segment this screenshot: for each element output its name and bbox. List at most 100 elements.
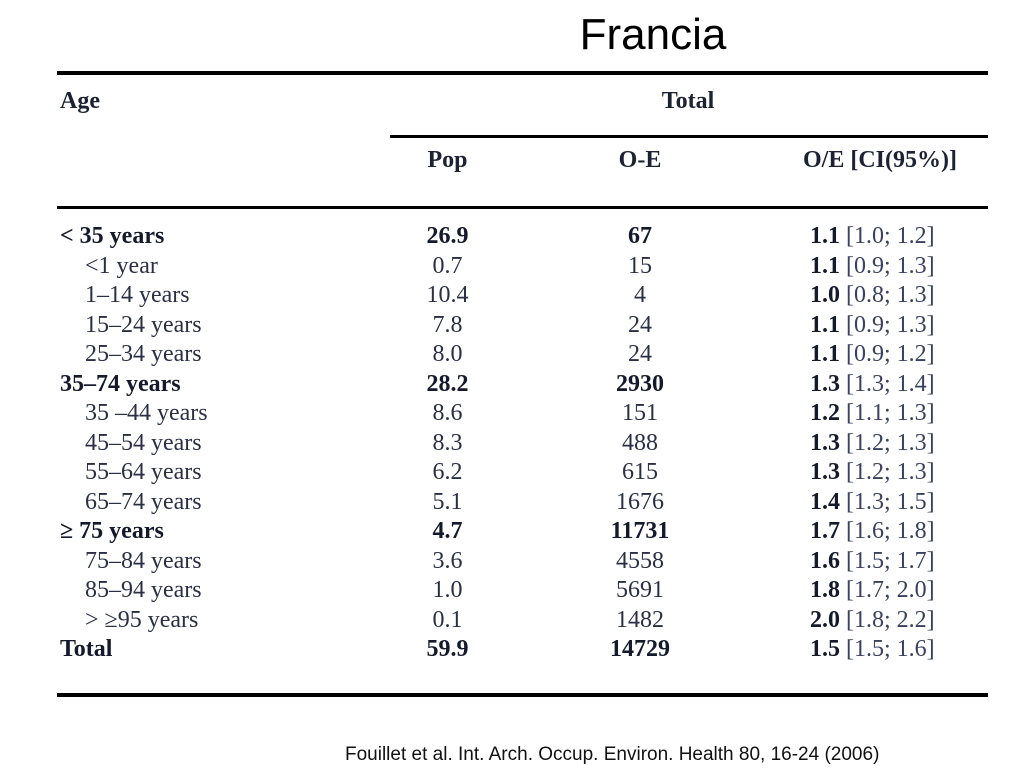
age-cell: 25–34 years bbox=[85, 341, 202, 367]
confidence-interval: [0.9; 1.3] bbox=[846, 252, 935, 279]
citation: Fouillet et al. Int. Arch. Occup. Enviro… bbox=[345, 744, 880, 765]
age-cell: <1 year bbox=[85, 252, 158, 279]
o-over-e-ratio: 1.0 bbox=[810, 282, 840, 308]
table-row: 75–84 years 3.6 4558 1.6 [1.5; 1.7] bbox=[57, 547, 988, 577]
header-o-over-e-ci: O/E [CI(95%)] bbox=[803, 147, 957, 173]
pop-cell: 59.9 bbox=[426, 636, 469, 662]
pop-cell: 6.2 bbox=[432, 459, 463, 485]
confidence-interval: [0.9; 1.3] bbox=[846, 311, 935, 338]
o-over-e-ratio: 1.8 bbox=[810, 577, 840, 603]
o-minus-e-cell: 1482 bbox=[616, 606, 664, 633]
o-over-e-ratio: 1.1 bbox=[810, 223, 840, 249]
confidence-interval: [1.3; 1.4] bbox=[846, 370, 935, 397]
pop-cell: 10.4 bbox=[426, 282, 469, 308]
o-minus-e-cell: 4558 bbox=[616, 547, 664, 574]
age-cell: 35 –44 years bbox=[85, 400, 208, 426]
confidence-interval: [1.1; 1.3] bbox=[846, 400, 935, 426]
confidence-interval: [1.5; 1.7] bbox=[846, 547, 935, 574]
o-minus-e-cell: 15 bbox=[628, 252, 652, 279]
o-over-e-ratio: 2.0 bbox=[810, 606, 840, 633]
age-cell: 45–54 years bbox=[85, 429, 202, 456]
o-over-e-ci-cell: 1.1 [0.9; 1.3] bbox=[810, 311, 935, 341]
o-over-e-ci-cell: 1.4 [1.3; 1.5] bbox=[810, 488, 935, 518]
o-over-e-ci-cell: 1.2 [1.1; 1.3] bbox=[810, 399, 935, 429]
o-minus-e-cell: 1676 bbox=[616, 488, 664, 515]
o-over-e-ratio: 1.6 bbox=[810, 547, 840, 574]
age-cell: ≥ 75 years bbox=[60, 518, 164, 544]
confidence-interval: [1.2; 1.3] bbox=[846, 429, 935, 456]
table-top-rule bbox=[57, 71, 988, 75]
o-over-e-ci-cell: 2.0 [1.8; 2.2] bbox=[810, 606, 935, 636]
pop-cell: 7.8 bbox=[432, 311, 463, 338]
o-minus-e-cell: 14729 bbox=[610, 636, 670, 662]
o-minus-e-cell: 24 bbox=[628, 311, 652, 338]
o-minus-e-cell: 2930 bbox=[616, 370, 664, 397]
table-row: 55–64 years 6.2 615 1.3 [1.2; 1.3] bbox=[57, 458, 988, 488]
table-row: 45–54 years 8.3 488 1.3 [1.2; 1.3] bbox=[57, 429, 988, 459]
age-cell: 85–94 years bbox=[85, 577, 202, 603]
o-over-e-ratio: 1.3 bbox=[810, 459, 840, 485]
o-over-e-ratio: 1.1 bbox=[810, 341, 840, 367]
age-cell: 55–64 years bbox=[85, 459, 202, 485]
table-row: < 35 years 26.9 67 1.1 [1.0; 1.2] bbox=[57, 222, 988, 252]
header-pop: Pop bbox=[427, 147, 468, 173]
pop-cell: 8.3 bbox=[432, 429, 463, 456]
confidence-interval: [0.9; 1.2] bbox=[846, 341, 935, 367]
o-over-e-ci-cell: 1.3 [1.2; 1.3] bbox=[810, 458, 935, 488]
header-o-minus-e: O-E bbox=[618, 147, 662, 173]
o-over-e-ratio: 1.5 bbox=[810, 636, 840, 662]
o-over-e-ratio: 1.7 bbox=[810, 518, 840, 544]
table-row: 15–24 years 7.8 24 1.1 [0.9; 1.3] bbox=[57, 311, 988, 341]
table-row: 85–94 years 1.0 5691 1.8 [1.7; 2.0] bbox=[57, 576, 988, 606]
table-row: 25–34 years 8.0 24 1.1 [0.9; 1.2] bbox=[57, 340, 988, 370]
age-cell: 15–24 years bbox=[85, 311, 202, 338]
confidence-interval: [1.7; 2.0] bbox=[846, 577, 935, 603]
o-over-e-ci-cell: 1.6 [1.5; 1.7] bbox=[810, 547, 935, 577]
pop-cell: 5.1 bbox=[432, 488, 463, 515]
o-over-e-ci-cell: 1.1 [1.0; 1.2] bbox=[810, 222, 935, 252]
o-minus-e-cell: 4 bbox=[634, 282, 646, 308]
o-over-e-ci-cell: 1.3 [1.2; 1.3] bbox=[810, 429, 935, 459]
pop-cell: 8.6 bbox=[432, 400, 463, 426]
table-bottom-rule bbox=[57, 693, 988, 697]
table-row: > ≥95 years 0.1 1482 2.0 [1.8; 2.2] bbox=[57, 606, 988, 636]
o-over-e-ci-cell: 1.7 [1.6; 1.8] bbox=[810, 517, 935, 547]
pop-cell: 28.2 bbox=[426, 370, 469, 397]
o-minus-e-cell: 615 bbox=[622, 459, 658, 485]
o-minus-e-cell: 11731 bbox=[610, 518, 670, 544]
confidence-interval: [1.3; 1.5] bbox=[846, 488, 935, 515]
o-over-e-ci-cell: 1.0 [0.8; 1.3] bbox=[810, 281, 935, 311]
o-over-e-ci-cell: 1.1 [0.9; 1.2] bbox=[810, 340, 935, 370]
o-minus-e-cell: 488 bbox=[622, 429, 658, 456]
age-cell: > ≥95 years bbox=[85, 606, 199, 633]
pop-cell: 4.7 bbox=[432, 518, 463, 544]
age-cell: 1–14 years bbox=[85, 282, 190, 308]
o-minus-e-cell: 24 bbox=[628, 341, 652, 367]
o-minus-e-cell: 151 bbox=[622, 400, 658, 426]
pop-cell: 0.1 bbox=[432, 606, 463, 633]
pop-cell: 26.9 bbox=[426, 223, 469, 249]
confidence-interval: [1.8; 2.2] bbox=[846, 606, 935, 633]
age-cell: 35–74 years bbox=[60, 370, 181, 397]
table-row: ≥ 75 years 4.7 11731 1.7 [1.6; 1.8] bbox=[57, 517, 988, 547]
table-row: Total 59.9 14729 1.5 [1.5; 1.6] bbox=[57, 635, 988, 665]
confidence-interval: [1.0; 1.2] bbox=[846, 223, 935, 249]
o-over-e-ci-cell: 1.8 [1.7; 2.0] bbox=[810, 576, 935, 606]
table-body: < 35 years 26.9 67 1.1 [1.0; 1.2] <1 year 0.7… bbox=[57, 222, 988, 665]
slide-title: Francia bbox=[0, 10, 1024, 60]
table-row: 1–14 years 10.4 4 1.0 [0.8; 1.3] bbox=[57, 281, 988, 311]
header-age: Age bbox=[60, 88, 100, 114]
o-over-e-ci-cell: 1.3 [1.3; 1.4] bbox=[810, 370, 935, 400]
table-row: 35 –44 years 8.6 151 1.2 [1.1; 1.3] bbox=[57, 399, 988, 429]
o-over-e-ratio: 1.3 bbox=[810, 429, 840, 456]
header-total-group: Total bbox=[661, 88, 715, 114]
o-over-e-ratio: 1.3 bbox=[810, 370, 840, 397]
o-minus-e-cell: 67 bbox=[628, 223, 652, 249]
pop-cell: 8.0 bbox=[432, 341, 463, 367]
pop-cell: 0.7 bbox=[432, 252, 463, 279]
confidence-interval: [1.2; 1.3] bbox=[846, 459, 935, 485]
table-subheader-rule bbox=[390, 135, 988, 138]
o-over-e-ratio: 1.2 bbox=[810, 400, 840, 426]
o-over-e-ratio: 1.4 bbox=[810, 488, 840, 515]
o-over-e-ratio: 1.1 bbox=[810, 252, 840, 279]
